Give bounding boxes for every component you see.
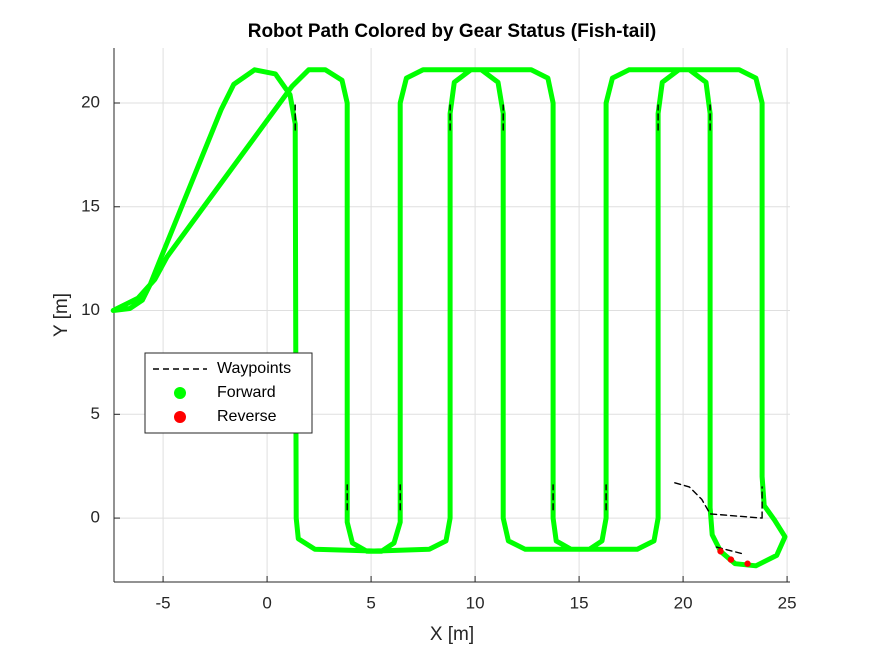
legend-label: Waypoints	[217, 360, 291, 377]
legend-swatch	[174, 411, 186, 423]
chart-title: Robot Path Colored by Gear Status (Fish-…	[248, 21, 657, 42]
y-tick-label: 20	[81, 92, 100, 111]
x-tick-label: 15	[570, 593, 589, 612]
legend-label: Forward	[217, 384, 276, 401]
y-tick-label: 10	[81, 300, 100, 319]
legend-label: Reverse	[217, 408, 277, 425]
x-tick-label: 25	[778, 593, 797, 612]
y-tick-label: 5	[91, 404, 100, 423]
x-tick-label: 0	[262, 593, 271, 612]
waypoint-path	[294, 104, 763, 555]
reverse-point	[727, 556, 735, 563]
x-tick-label: 5	[366, 593, 375, 612]
y-tick-label: 0	[91, 508, 100, 527]
legend-swatch	[174, 387, 186, 399]
y-axis-label: Y [m]	[51, 293, 72, 337]
legend-box	[144, 352, 313, 434]
x-axis-label: X [m]	[430, 624, 474, 645]
x-tick-label: 10	[466, 593, 485, 612]
x-tick-label: -5	[156, 593, 171, 612]
reverse-point	[717, 548, 724, 555]
reverse-point	[744, 560, 751, 567]
x-tick-label: 20	[674, 593, 693, 612]
legend: Waypoints Forward Reverse	[144, 352, 313, 434]
robot-path	[110, 67, 788, 569]
y-tick-label: 15	[81, 196, 100, 215]
